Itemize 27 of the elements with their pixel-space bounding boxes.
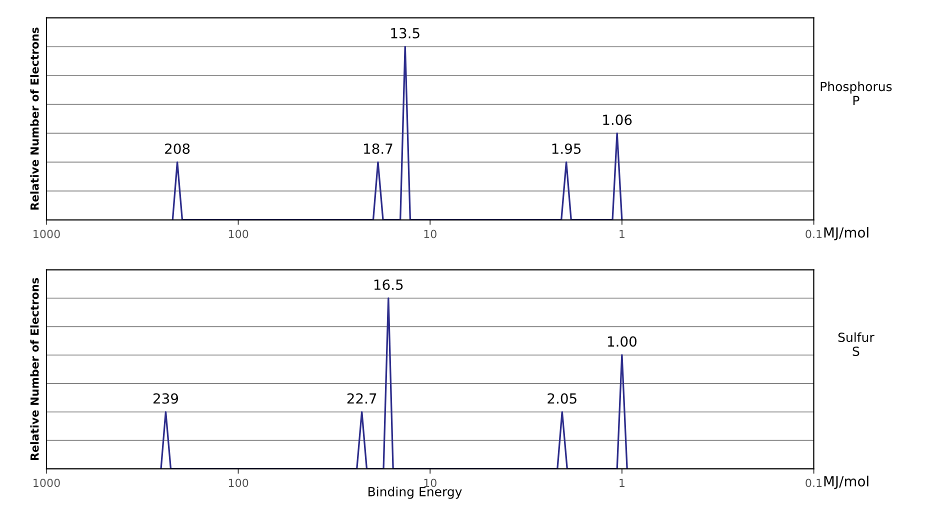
x-tick-label: 1000 (34, 478, 60, 488)
x-tick-label: 1 (620, 230, 624, 238)
x-tick-label: 1 (620, 478, 624, 487)
text: Binding Energy (368, 486, 462, 499)
annotation: 208 (165, 143, 190, 154)
annotation: 1.95 (552, 143, 581, 154)
x-tick-label: 1000 (34, 230, 60, 238)
y-axis-title: Relative Number of Electrons (30, 278, 39, 460)
annotation: 13.5 (391, 28, 420, 38)
text: Phosphorus P (820, 82, 892, 106)
x-axis-title: MJ/mol (824, 226, 868, 240)
annotation: 18.7 (364, 143, 392, 154)
annotation: 1.06 (603, 114, 632, 126)
x-tick-label: 100 (228, 478, 248, 488)
annotation: 22.7 (347, 393, 376, 404)
annotation: 2.05 (548, 393, 576, 404)
x-tick-label: 0.1 (806, 230, 822, 238)
x-tick-label: 10 (424, 230, 436, 238)
text: Sulfur S (838, 332, 874, 356)
y-axis-title: Relative Number of Electrons (30, 28, 39, 210)
annotation: 239 (153, 393, 178, 404)
x-tick-label: 100 (228, 230, 248, 238)
x-tick-label: 10 (424, 478, 436, 488)
annotation: 16.5 (374, 279, 403, 290)
annotation: 1.00 (608, 336, 636, 347)
x-axis-title: MJ/mol (824, 476, 868, 490)
x-tick-label: 0.1 (806, 478, 822, 488)
